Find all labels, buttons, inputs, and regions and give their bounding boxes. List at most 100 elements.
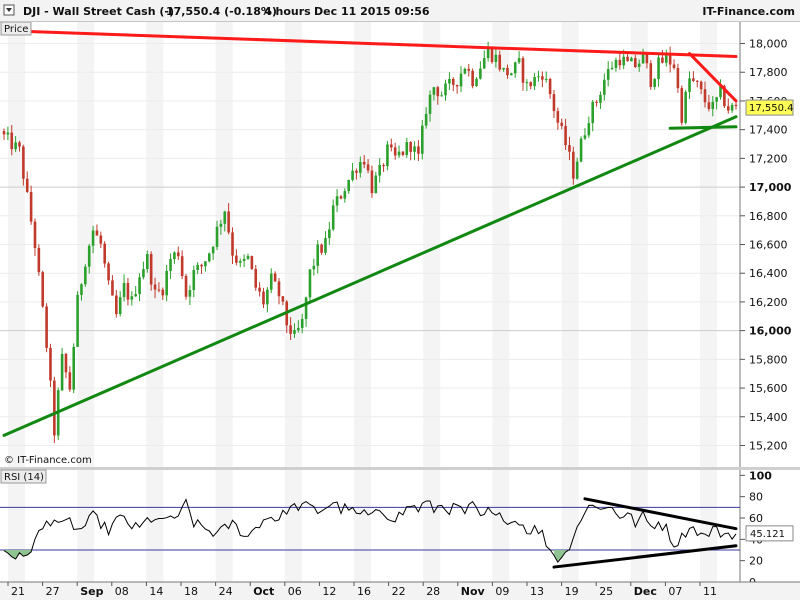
price-candle-body (14, 142, 17, 150)
price-candle-body (382, 164, 385, 167)
price-candle-body (548, 78, 552, 95)
price-candle-body (603, 79, 606, 95)
price-candle-body (475, 78, 478, 87)
time-tick-label: Oct (253, 585, 274, 598)
rsi-stripe (354, 470, 371, 582)
price-candle-body (467, 68, 471, 71)
price-candle-body (440, 95, 443, 97)
time-tick-label: Sep (80, 585, 103, 598)
price-candle-body (161, 289, 165, 296)
price-candle-body (397, 151, 401, 156)
rsi-tick-label: 80 (749, 491, 763, 504)
price-candle-body (130, 296, 134, 300)
price-candle-body (498, 54, 502, 70)
price-candle-body (459, 73, 463, 87)
price-candle-body (312, 265, 316, 270)
header-symbol: DJI - Wall Street Cash (-) (23, 5, 174, 18)
price-candle-body (293, 330, 296, 334)
price-candle-body (238, 260, 242, 263)
time-tick-label: 12 (322, 585, 336, 598)
price-candle-body (366, 164, 370, 171)
symbol-menu-icon[interactable] (3, 4, 15, 16)
price-tick-label: 16,800 (749, 210, 788, 223)
price-candle-body (304, 297, 308, 319)
price-candle-body (719, 85, 722, 98)
rsi-stripe (700, 470, 717, 582)
rsi-stripe (561, 470, 579, 582)
price-candle-body (343, 191, 347, 199)
price-candle-body (378, 164, 381, 176)
price-candle-body (502, 67, 505, 70)
price-candle-body (634, 58, 637, 68)
rsi-tick-label: 60 (749, 512, 763, 525)
price-candle-body (521, 58, 525, 83)
rsi-panel (0, 470, 800, 582)
rsi-stripe (284, 470, 302, 582)
price-candle-body (76, 294, 79, 347)
price-tick-label: 16,000 (749, 325, 792, 338)
price-candle-body (463, 68, 467, 74)
price-candle-body (204, 261, 207, 267)
price-candle-body (626, 56, 629, 62)
price-candle-body (645, 53, 649, 64)
time-tick-label: 25 (599, 585, 613, 598)
price-candle-body (149, 254, 153, 285)
rsi-bands (0, 506, 740, 551)
price-candle-body (41, 272, 45, 307)
price-candle-body (115, 295, 118, 315)
panel-separator[interactable] (0, 467, 800, 470)
price-candle-body (316, 244, 320, 266)
price-candle-body (424, 113, 428, 126)
price-candle-body (180, 256, 184, 277)
price-candle-body (355, 170, 358, 173)
price-candle-body (390, 144, 393, 148)
price-candle-body (374, 175, 378, 194)
price-candle-body (680, 88, 684, 123)
rsi-trend-lines (552, 497, 738, 569)
price-candle-body (29, 191, 33, 222)
price-candle-body (575, 161, 579, 179)
price-candle-body (60, 353, 64, 391)
price-candle-body (95, 230, 99, 236)
price-candle-body (53, 380, 56, 436)
price-candle-body (370, 170, 374, 194)
price-tick-label: 15,200 (749, 439, 788, 452)
price-tick-label: 17,000 (749, 181, 792, 194)
price-candle-body (215, 226, 219, 247)
price-tick-label: 17,200 (749, 152, 788, 165)
last-price-tag-box (745, 99, 794, 116)
price-candle-body (444, 83, 447, 96)
rsi-stripe (630, 470, 648, 582)
price-candle-body (448, 78, 451, 84)
price-candle-body (64, 353, 68, 373)
price-candle-body (103, 243, 106, 264)
price-candle-body (715, 97, 718, 102)
price-candle-body (533, 77, 536, 87)
price-candle-body (254, 268, 258, 288)
support-line (2, 115, 738, 437)
price-candle-body (606, 69, 610, 80)
price-candle-body (165, 270, 168, 296)
price-candle-body (68, 372, 72, 390)
price-candle-body (339, 196, 343, 199)
price-candle-body (432, 87, 436, 95)
price-candle-body (200, 264, 203, 267)
price-candle-body (91, 230, 95, 246)
price-candle-body (649, 63, 653, 87)
price-candle-body (328, 229, 331, 239)
price-candle-body (169, 259, 172, 271)
price-candle-body (734, 104, 738, 107)
price-panel-label: Price (4, 24, 28, 35)
header-source: IT-Finance.com (702, 5, 795, 18)
time-tick-label: 19 (565, 585, 579, 598)
price-candle-body (610, 67, 614, 70)
price-candle-body (583, 135, 587, 139)
price-candle-body (703, 89, 707, 103)
price-tick-label: 15,400 (749, 411, 788, 424)
rsi-tick-label: 20 (749, 555, 763, 568)
price-candle-body (142, 269, 145, 278)
price-candle-body (560, 122, 564, 126)
price-candle-body (641, 53, 645, 64)
price-candle-body (111, 280, 114, 296)
price-candle-body (622, 56, 625, 66)
